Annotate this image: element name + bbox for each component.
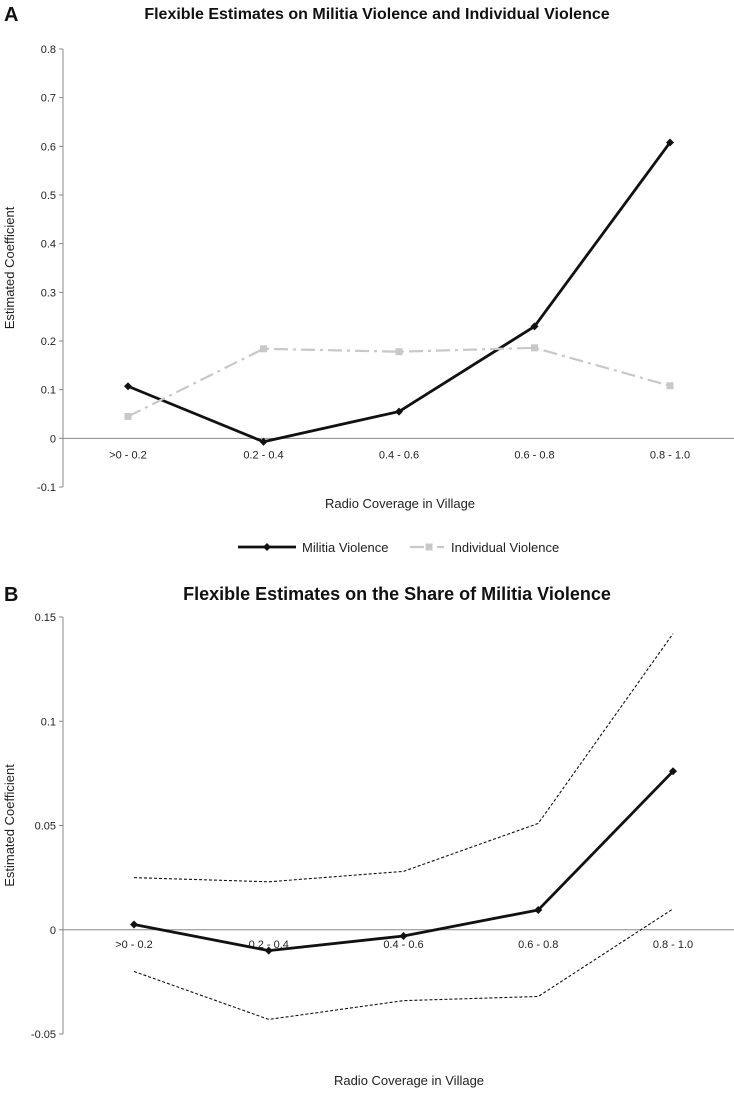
chart-b-title: Flexible Estimates on the Share of Milit… <box>183 584 611 604</box>
y-tick-label: 0.8 <box>41 44 56 56</box>
legend-marker-individual <box>425 543 433 551</box>
data-point <box>124 412 132 420</box>
y-tick-label: 0.15 <box>35 612 56 624</box>
y-axis-label: Estimated Coefficient <box>2 764 17 887</box>
x-tick-label: 0.2 - 0.4 <box>243 449 283 461</box>
y-tick-label: -0.05 <box>31 1029 56 1041</box>
y-tick-label: -0.1 <box>37 482 56 494</box>
y-tick-label: 0.2 <box>41 336 56 348</box>
y-axis-label: Estimated Coefficient <box>2 206 17 329</box>
legend-label-militia: Militia Violence <box>302 540 388 555</box>
x-tick-label: 0.8 - 1.0 <box>653 939 693 951</box>
data-point <box>399 932 408 941</box>
data-point <box>669 767 677 776</box>
data-point <box>259 437 268 446</box>
y-tick-label: 0.7 <box>41 93 56 105</box>
series-line-1 <box>127 346 671 418</box>
data-point <box>130 920 138 929</box>
x-tick-label: 0.4 - 0.6 <box>379 449 419 461</box>
x-axis-label: Radio Coverage in Village <box>334 1073 484 1088</box>
y-tick-label: 0.6 <box>41 141 56 153</box>
x-tick-label: >0 - 0.2 <box>109 449 147 461</box>
chart-panel-b: -0.05 0 0.05 0.1 0.15 >0 - 0.2 0.2 - 0.4 0.4 - … <box>0 580 734 1102</box>
data-point <box>124 382 132 391</box>
series-line-1 <box>133 633 674 883</box>
y-tick-label: 0 <box>50 925 56 937</box>
panel-letter-b: B <box>4 584 19 606</box>
y-tick-label: 0.05 <box>35 821 56 833</box>
panel-letter-a: A <box>4 4 19 26</box>
series-line-0 <box>133 770 675 953</box>
legend-marker-militia <box>263 543 271 551</box>
chart-a-svg: -0.1 0 0.1 0.2 0.3 0.4 0.5 0.6 0.7 0.8 >0 - 0.2 0.2… <box>2 44 734 555</box>
x-tick-label: 0.4 - 0.6 <box>383 939 423 951</box>
y-tick-label: 0.3 <box>41 287 56 299</box>
data-point <box>666 382 674 390</box>
x-tick-label: >0 - 0.2 <box>115 939 153 951</box>
y-tick-label: 0.1 <box>41 385 56 397</box>
series-line-0 <box>127 141 672 444</box>
x-tick-label: 0.6 - 0.8 <box>518 939 558 951</box>
x-tick-label: 0.8 - 1.0 <box>650 449 690 461</box>
y-tick-label: 0 <box>50 433 56 445</box>
data-point <box>264 946 273 955</box>
chart-panel-a: -0.1 0 0.1 0.2 0.3 0.4 0.5 0.6 0.7 0.8 >0 - 0.2 0.2… <box>2 4 734 555</box>
data-point <box>530 322 539 331</box>
data-point <box>534 905 543 914</box>
data-point <box>260 345 267 353</box>
data-point <box>666 138 674 147</box>
y-tick-label: 0.1 <box>41 716 56 728</box>
x-axis-label: Radio Coverage in Village <box>325 496 475 511</box>
data-point <box>395 348 403 356</box>
data-point <box>531 344 538 352</box>
chart-a-title: Flexible Estimates on Militia Violence a… <box>144 6 610 23</box>
x-tick-label: 0.6 - 0.8 <box>514 449 554 461</box>
y-tick-label: 0.4 <box>41 239 56 251</box>
series-line-2 <box>133 908 674 1020</box>
legend-label-individual: Individual Violence <box>451 540 559 555</box>
y-tick-label: 0.5 <box>41 190 56 202</box>
data-point <box>395 407 403 416</box>
